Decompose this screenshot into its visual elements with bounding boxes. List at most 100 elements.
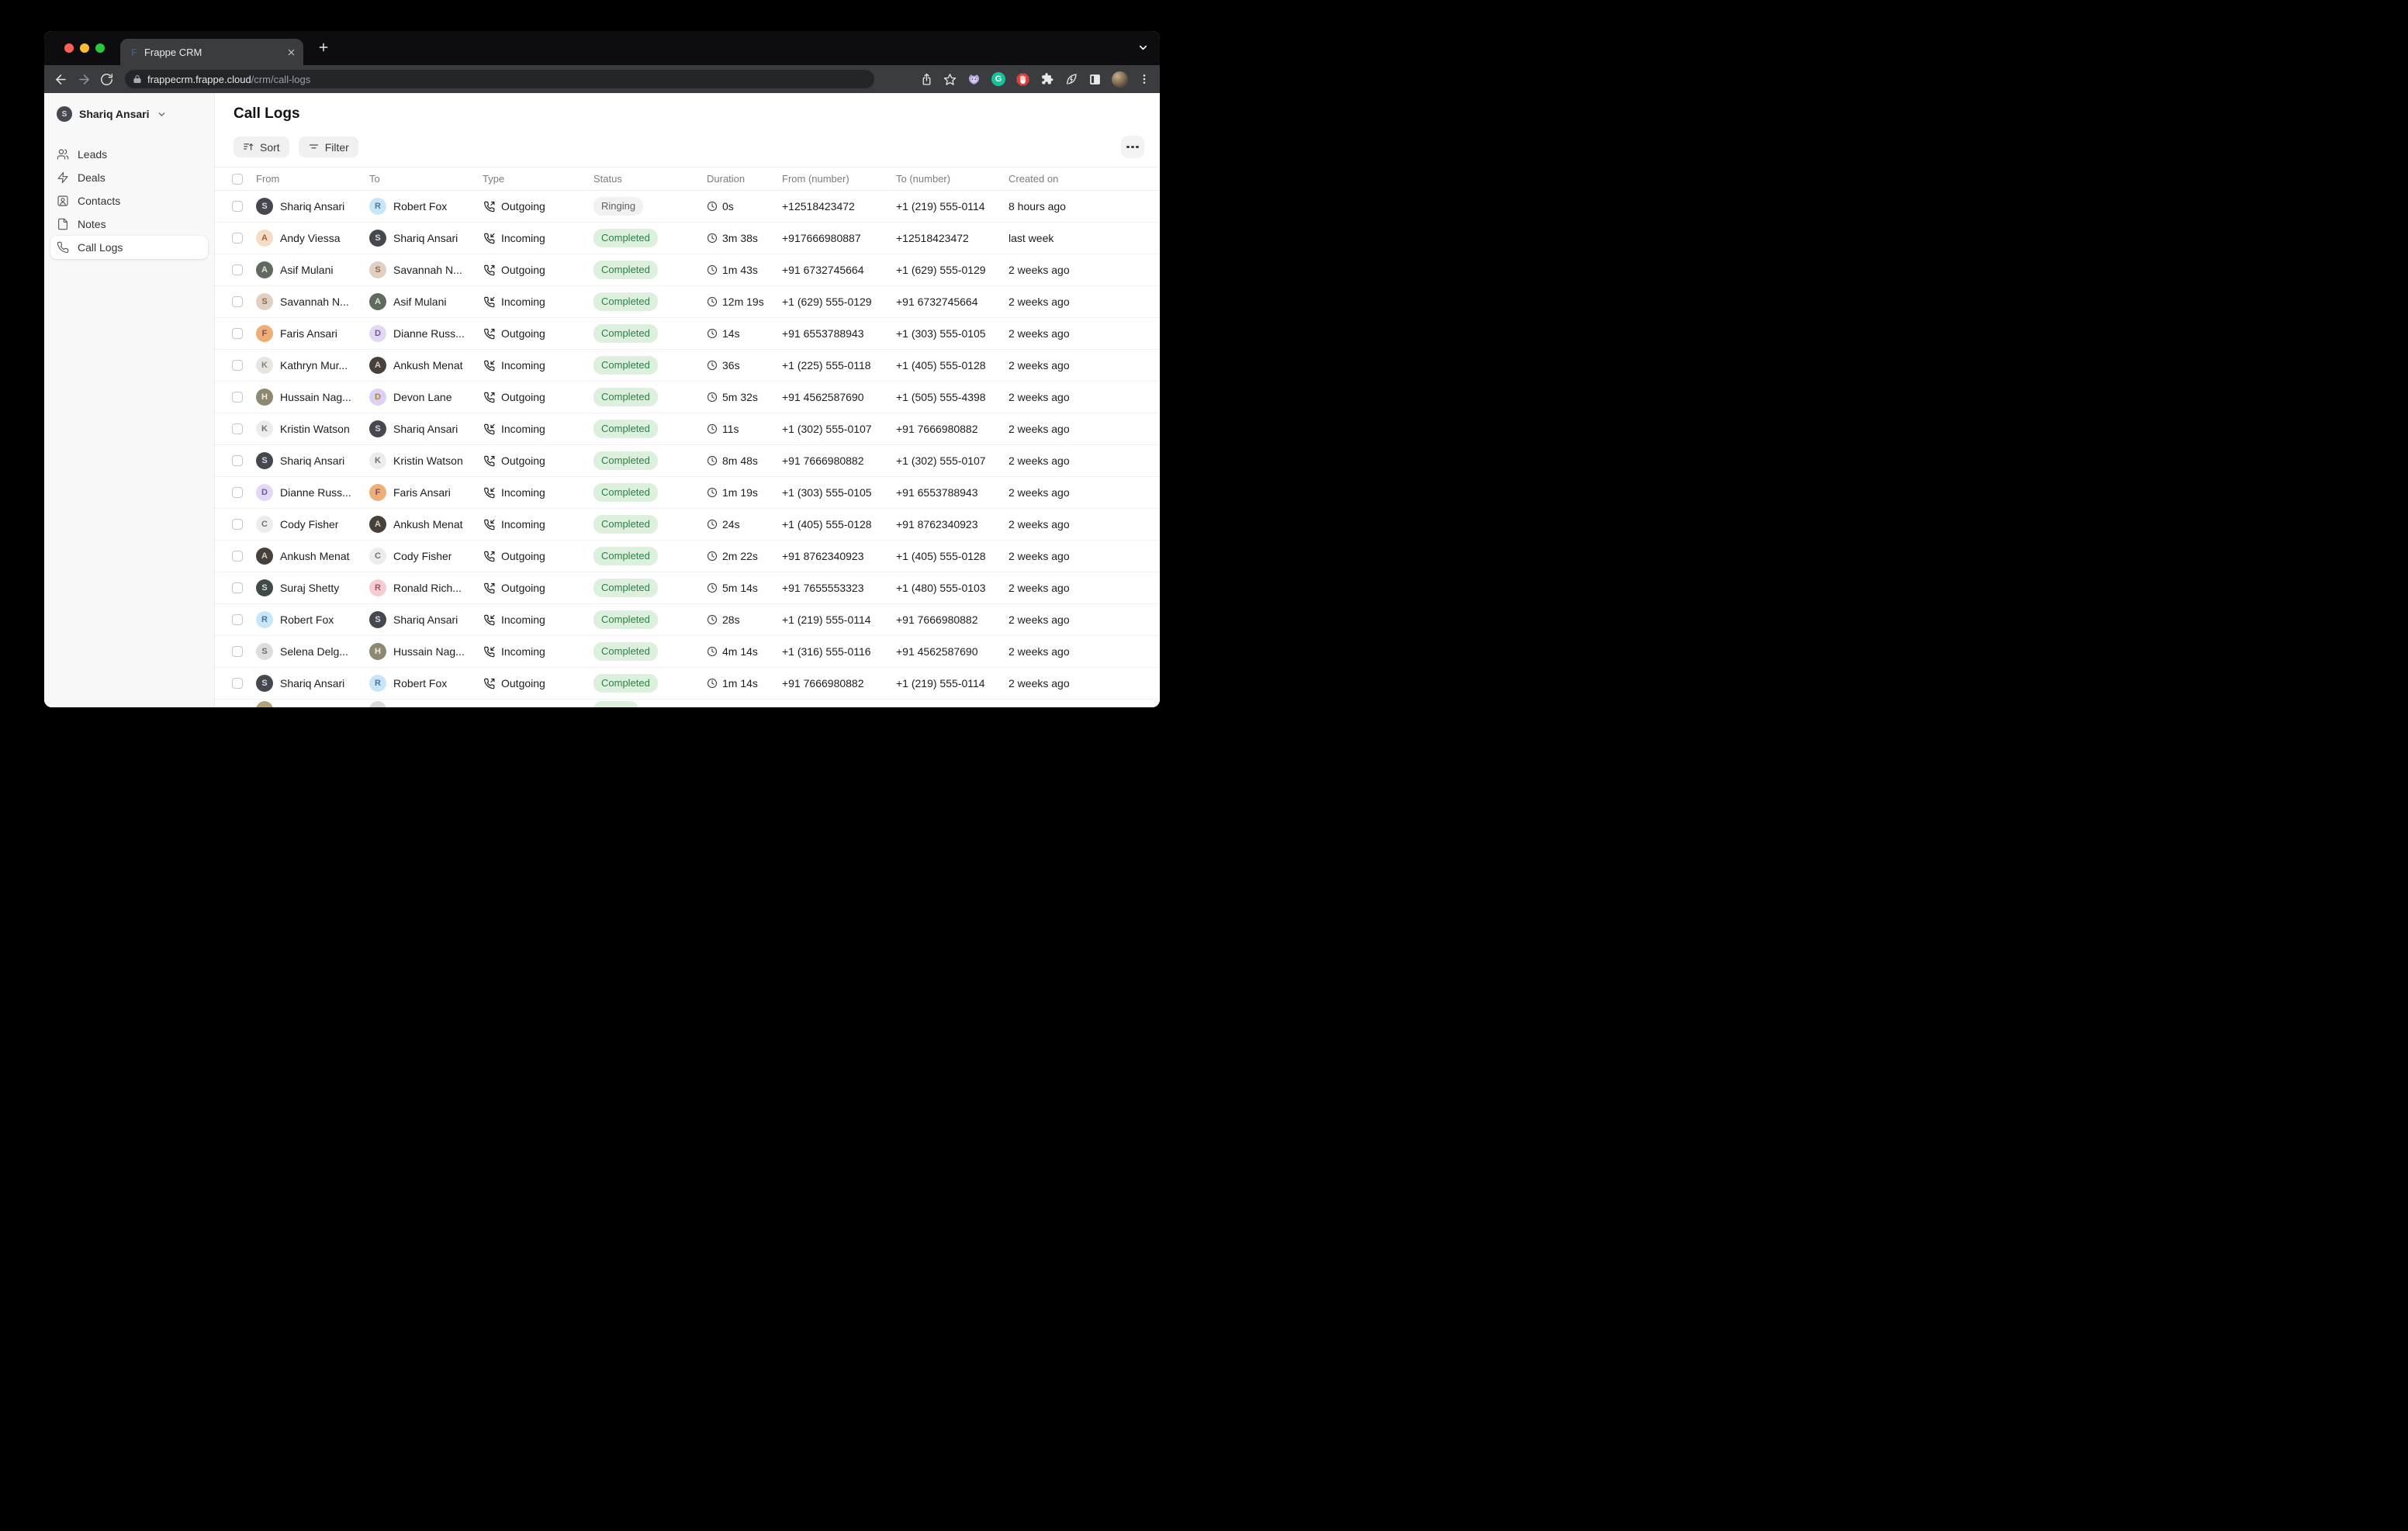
to-cell: R Ronald Rich... bbox=[369, 579, 483, 596]
select-all-checkbox[interactable] bbox=[232, 173, 243, 185]
from-number: +917666980887 bbox=[782, 232, 861, 244]
created-on: 2 weeks ago bbox=[1009, 454, 1070, 467]
user-name: Shariq Ansari bbox=[79, 108, 150, 120]
sort-button[interactable]: Sort bbox=[234, 137, 289, 157]
table-row[interactable]: S Shariq Ansari R Robert Fox Outgoing Co… bbox=[215, 668, 1160, 700]
sidebar-item-deals[interactable]: Deals bbox=[50, 166, 208, 189]
leaf-extension-icon[interactable] bbox=[1064, 72, 1078, 86]
status-cell: Completed bbox=[593, 229, 707, 247]
table-row[interactable]: D Dianne Russ... F Faris Ansari Incoming… bbox=[215, 477, 1160, 509]
maximize-window-button[interactable] bbox=[95, 43, 105, 53]
table-row[interactable]: A Andy Viessa S Shariq Ansari Incoming C… bbox=[215, 223, 1160, 254]
close-window-button[interactable] bbox=[64, 43, 74, 53]
to-name: Ankush Menat bbox=[393, 518, 463, 530]
row-checkbox[interactable] bbox=[232, 487, 243, 498]
row-checkbox[interactable] bbox=[232, 328, 243, 339]
to-cell: R Robert Fox bbox=[369, 198, 483, 215]
row-checkbox[interactable] bbox=[232, 233, 243, 244]
table-row[interactable]: K Kathryn Mur... A Ankush Menat Incoming… bbox=[215, 350, 1160, 382]
status-cell: Completed bbox=[593, 547, 707, 565]
row-checkbox[interactable] bbox=[232, 392, 243, 403]
column-header-to-number[interactable]: To (number) bbox=[896, 173, 951, 185]
from-cell: C Cody Fisher bbox=[256, 516, 369, 533]
table-row[interactable]: S Shariq Ansari R Robert Fox Outgoing Ri… bbox=[215, 191, 1160, 223]
to-avatar: K bbox=[369, 452, 386, 469]
frappe-favicon-icon: F bbox=[131, 46, 137, 58]
row-checkbox[interactable] bbox=[232, 264, 243, 275]
to-name: Kristin Watson bbox=[393, 454, 463, 467]
column-header-from-number[interactable]: From (number) bbox=[782, 173, 849, 185]
url-bar[interactable]: frappecrm.frappe.cloud/crm/call-logs bbox=[125, 70, 874, 88]
row-checkbox[interactable] bbox=[232, 614, 243, 625]
column-header-duration[interactable]: Duration bbox=[707, 173, 746, 185]
row-checkbox[interactable] bbox=[232, 551, 243, 562]
filter-button[interactable]: Filter bbox=[298, 137, 358, 157]
minimize-window-button[interactable] bbox=[80, 43, 89, 53]
browser-profile-avatar[interactable] bbox=[1112, 71, 1128, 88]
to-avatar: S bbox=[369, 420, 386, 437]
tab-search-chevron-icon[interactable] bbox=[1137, 42, 1149, 54]
row-checkbox[interactable] bbox=[232, 296, 243, 307]
incoming-call-icon bbox=[483, 486, 496, 499]
table-row[interactable]: S Savannah N... A Asif Mulani Incoming C… bbox=[215, 286, 1160, 318]
forward-button[interactable] bbox=[77, 72, 92, 87]
list-more-options-button[interactable] bbox=[1121, 136, 1144, 158]
to-number: +91 8762340923 bbox=[896, 518, 978, 530]
browser-toolbar: frappecrm.frappe.cloud/crm/call-logs G bbox=[44, 65, 1160, 93]
tab-close-icon[interactable] bbox=[287, 48, 296, 57]
extensions-puzzle-icon[interactable] bbox=[1040, 72, 1054, 86]
grammarly-extension-icon[interactable]: G bbox=[991, 72, 1005, 86]
table-row[interactable]: S Shariq Ansari K Kristin Watson Outgoin… bbox=[215, 445, 1160, 477]
reader-mode-icon[interactable] bbox=[1088, 73, 1102, 86]
type-cell: Outgoing bbox=[483, 264, 593, 277]
type-label: Incoming bbox=[501, 613, 545, 626]
column-header-from[interactable]: From bbox=[256, 173, 280, 185]
to-number: +1 (405) 555-0128 bbox=[896, 359, 986, 372]
status-cell: Completed bbox=[593, 292, 707, 311]
sidebar-item-leads[interactable]: Leads bbox=[50, 143, 208, 166]
table-row[interactable]: A Ankush Menat C Cody Fisher Outgoing Co… bbox=[215, 541, 1160, 572]
table-row[interactable]: S Selena Delg... H Hussain Nag... Incomi… bbox=[215, 636, 1160, 668]
sidebar-item-contacts[interactable]: Contacts bbox=[50, 189, 208, 213]
row-checkbox[interactable] bbox=[232, 519, 243, 530]
to-name: Shariq Ansari bbox=[393, 613, 458, 626]
column-header-to[interactable]: To bbox=[369, 173, 380, 185]
column-header-status[interactable]: Status bbox=[593, 173, 622, 185]
table-body: S Shariq Ansari R Robert Fox Outgoing Ri… bbox=[215, 191, 1160, 700]
column-header-created-on[interactable]: Created on bbox=[1009, 173, 1059, 185]
row-checkbox[interactable] bbox=[232, 582, 243, 593]
sidebar-item-notes[interactable]: Notes bbox=[50, 213, 208, 236]
share-icon[interactable] bbox=[920, 73, 933, 86]
new-tab-button[interactable] bbox=[317, 41, 330, 54]
table-row[interactable]: S Suraj Shetty R Ronald Rich... Outgoing… bbox=[215, 572, 1160, 604]
bookmark-star-icon[interactable] bbox=[943, 73, 957, 86]
from-avatar: F bbox=[256, 325, 273, 342]
column-header-type[interactable]: Type bbox=[483, 173, 505, 185]
type-cell: Incoming bbox=[483, 486, 593, 499]
row-checkbox[interactable] bbox=[232, 678, 243, 689]
sidebar-item-call-logs[interactable]: Call Logs bbox=[50, 236, 208, 259]
github-extension-icon[interactable] bbox=[967, 72, 981, 87]
user-menu[interactable]: S Shariq Ansari bbox=[50, 104, 208, 124]
to-avatar: C bbox=[369, 548, 386, 565]
back-button[interactable] bbox=[54, 72, 68, 87]
browser-menu-icon[interactable] bbox=[1138, 73, 1150, 85]
table-row[interactable]: C Cody Fisher A Ankush Menat Incoming Co… bbox=[215, 509, 1160, 541]
row-checkbox[interactable] bbox=[232, 423, 243, 434]
row-checkbox[interactable] bbox=[232, 646, 243, 657]
table-row[interactable]: K Kristin Watson S Shariq Ansari Incomin… bbox=[215, 413, 1160, 445]
row-checkbox[interactable] bbox=[232, 455, 243, 466]
lock-icon bbox=[133, 74, 142, 84]
table-row[interactable]: H Hussain Nag... D Devon Lane Outgoing C… bbox=[215, 382, 1160, 413]
adblock-extension-icon[interactable] bbox=[1015, 72, 1030, 87]
row-checkbox[interactable] bbox=[232, 201, 243, 212]
reload-button[interactable] bbox=[100, 73, 113, 86]
table-row[interactable]: A Asif Mulani S Savannah N... Outgoing C… bbox=[215, 254, 1160, 286]
browser-tab[interactable]: F Frappe CRM bbox=[120, 39, 303, 65]
filter-icon bbox=[308, 141, 320, 153]
table-row[interactable]: R Robert Fox S Shariq Ansari Incoming Co… bbox=[215, 604, 1160, 636]
from-number: +12518423472 bbox=[782, 200, 855, 213]
url-host: frappecrm.frappe.cloud bbox=[147, 73, 251, 85]
row-checkbox[interactable] bbox=[232, 360, 243, 371]
table-row[interactable]: F Faris Ansari D Dianne Russ... Outgoing… bbox=[215, 318, 1160, 350]
